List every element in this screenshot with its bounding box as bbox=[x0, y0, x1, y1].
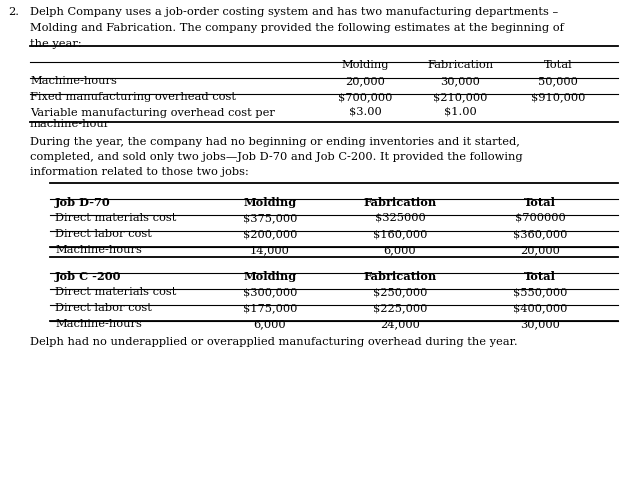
Text: 6,000: 6,000 bbox=[384, 244, 417, 254]
Text: $200,000: $200,000 bbox=[243, 228, 297, 239]
Text: Total: Total bbox=[524, 270, 556, 282]
Text: Fabrication: Fabrication bbox=[427, 60, 493, 70]
Text: $250,000: $250,000 bbox=[373, 286, 427, 296]
Text: $700000: $700000 bbox=[515, 213, 566, 223]
Text: $210,000: $210,000 bbox=[433, 92, 487, 102]
Text: Molding and Fabrication. The company provided the following estimates at the beg: Molding and Fabrication. The company pro… bbox=[30, 23, 564, 33]
Text: $325000: $325000 bbox=[375, 213, 425, 223]
Text: 20,000: 20,000 bbox=[520, 244, 560, 254]
Text: Fabrication: Fabrication bbox=[363, 197, 437, 207]
Text: Molding: Molding bbox=[243, 270, 297, 282]
Text: machine-hour: machine-hour bbox=[30, 119, 110, 129]
Text: Fixed manufacturing overhead cost: Fixed manufacturing overhead cost bbox=[30, 92, 236, 102]
Text: $225,000: $225,000 bbox=[373, 303, 427, 312]
Text: $300,000: $300,000 bbox=[243, 286, 297, 296]
Text: information related to those two jobs:: information related to those two jobs: bbox=[30, 167, 249, 177]
Text: $550,000: $550,000 bbox=[513, 286, 567, 296]
Text: Variable manufacturing overhead cost per: Variable manufacturing overhead cost per bbox=[30, 108, 275, 118]
Text: Molding: Molding bbox=[243, 197, 297, 207]
Text: $3.00: $3.00 bbox=[349, 107, 382, 117]
Text: Direct labor cost: Direct labor cost bbox=[55, 303, 152, 312]
Text: Fabrication: Fabrication bbox=[363, 270, 437, 282]
Text: the year:: the year: bbox=[30, 39, 82, 49]
Text: Job C -200: Job C -200 bbox=[55, 270, 122, 282]
Text: 14,000: 14,000 bbox=[250, 244, 290, 254]
Text: 6,000: 6,000 bbox=[254, 318, 287, 328]
Text: Job D-70: Job D-70 bbox=[55, 197, 111, 207]
Text: Direct materials cost: Direct materials cost bbox=[55, 213, 176, 223]
Text: 20,000: 20,000 bbox=[345, 76, 385, 86]
Text: Total: Total bbox=[544, 60, 573, 70]
Text: $1.00: $1.00 bbox=[444, 107, 476, 117]
Text: 30,000: 30,000 bbox=[440, 76, 480, 86]
Text: $175,000: $175,000 bbox=[243, 303, 297, 312]
Text: $375,000: $375,000 bbox=[243, 213, 297, 223]
Text: 2.: 2. bbox=[8, 7, 19, 17]
Text: 24,000: 24,000 bbox=[380, 318, 420, 328]
Text: Machine-hours: Machine-hours bbox=[55, 244, 142, 254]
Text: Delph had no underapplied or overapplied manufacturing overhead during the year.: Delph had no underapplied or overapplied… bbox=[30, 336, 517, 346]
Text: Machine-hours: Machine-hours bbox=[30, 76, 117, 86]
Text: Direct labor cost: Direct labor cost bbox=[55, 228, 152, 239]
Text: 30,000: 30,000 bbox=[520, 318, 560, 328]
Text: completed, and sold only two jobs—Job D-70 and Job C-200. It provided the follow: completed, and sold only two jobs—Job D-… bbox=[30, 152, 522, 162]
Text: Delph Company uses a job-order costing system and has two manufacturing departme: Delph Company uses a job-order costing s… bbox=[30, 7, 559, 17]
Text: During the year, the company had no beginning or ending inventories and it start: During the year, the company had no begi… bbox=[30, 137, 520, 147]
Text: $400,000: $400,000 bbox=[513, 303, 567, 312]
Text: Molding: Molding bbox=[341, 60, 389, 70]
Text: $360,000: $360,000 bbox=[513, 228, 567, 239]
Text: $700,000: $700,000 bbox=[338, 92, 392, 102]
Text: $160,000: $160,000 bbox=[373, 228, 427, 239]
Text: Direct materials cost: Direct materials cost bbox=[55, 286, 176, 296]
Text: $910,000: $910,000 bbox=[531, 92, 585, 102]
Text: Total: Total bbox=[524, 197, 556, 207]
Text: 50,000: 50,000 bbox=[538, 76, 578, 86]
Text: Machine-hours: Machine-hours bbox=[55, 318, 142, 328]
